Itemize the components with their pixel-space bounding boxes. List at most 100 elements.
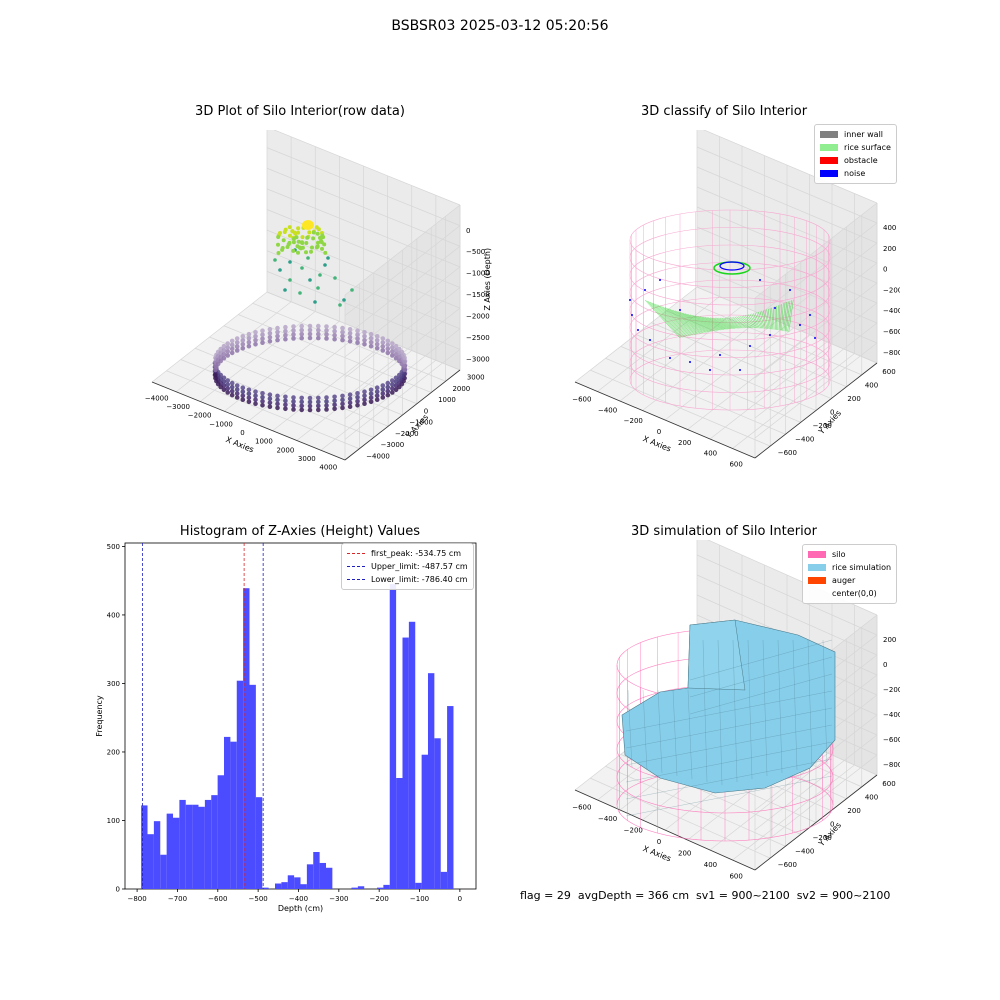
ring-point	[362, 330, 367, 335]
z-tick-label: −600	[883, 736, 900, 744]
ring-point	[234, 395, 240, 400]
ring-point	[246, 399, 252, 405]
y-tick-label: −200	[813, 422, 832, 430]
rice-surface-line	[719, 317, 736, 329]
legend-item-upper-limit: Upper_limit: -487.57 cm	[347, 560, 468, 573]
noise-point	[689, 361, 691, 363]
ring-point	[240, 385, 246, 390]
peak-point	[304, 241, 309, 245]
ring-point	[225, 341, 230, 346]
peak-point	[296, 226, 301, 231]
histogram-bar	[192, 804, 199, 889]
peak-point	[291, 240, 296, 245]
ring-point	[225, 382, 230, 387]
peak-point	[296, 250, 300, 255]
z-tick-label: −2000	[466, 313, 490, 321]
ring-point	[347, 335, 353, 340]
x-tick-label: 0	[657, 428, 661, 436]
ring-point	[368, 395, 374, 401]
rice-surface-line	[778, 304, 781, 331]
legend-label: rice surface	[844, 143, 891, 152]
x-tick-label: 400	[704, 450, 717, 458]
rice-surface-line	[729, 317, 743, 329]
ring-point	[275, 337, 280, 343]
x-tick-label: −400	[598, 815, 617, 823]
ring-point	[355, 399, 360, 404]
rice-surface-line	[646, 300, 682, 338]
y-tick-label: 400	[865, 381, 878, 389]
ring-point	[362, 342, 367, 347]
legend-item-auger: auger	[808, 574, 891, 587]
x-tick-label: −300	[329, 895, 348, 903]
ring-point	[374, 334, 380, 339]
legend-label: inner wall	[844, 130, 884, 139]
rice-surface-line	[783, 302, 787, 332]
legend-label: Lower_limit: -786.40 cm	[371, 575, 468, 584]
rice-surface-line	[751, 313, 759, 329]
ring-point	[340, 393, 345, 399]
rice-surface-line	[671, 309, 700, 334]
histogram-bar	[408, 621, 416, 889]
ring-point	[355, 391, 360, 396]
x-tick-label: 0	[458, 895, 462, 903]
ring-point	[267, 404, 273, 410]
rice-surface-line	[664, 307, 695, 335]
legend-item-center: center(0,0)	[808, 587, 891, 600]
rice-surface-line	[686, 313, 711, 332]
ring-point	[368, 387, 374, 393]
mesh-line	[625, 690, 833, 732]
ring-point	[316, 399, 321, 405]
rice-surface-line	[759, 311, 765, 329]
ring-point	[260, 332, 265, 337]
histogram-bar	[147, 834, 154, 889]
histogram-bar	[376, 887, 384, 889]
histogram-bar	[185, 804, 193, 889]
noise-point	[789, 289, 791, 291]
mesh-line	[689, 673, 833, 715]
rice-surface-line	[649, 301, 684, 338]
ring-point	[374, 389, 380, 395]
mesh-line	[689, 639, 833, 681]
histogram-bar	[224, 736, 231, 889]
ring-point	[229, 346, 235, 352]
ring-point	[380, 391, 386, 396]
histogram-bar	[415, 882, 422, 889]
z-tick-label: −200	[883, 286, 900, 294]
y-tick-label: 3000	[467, 374, 485, 382]
rice-surface-line	[723, 317, 738, 329]
rice-surface-line	[749, 313, 758, 329]
z-tick-label: −2500	[466, 334, 490, 342]
rice-surface-line	[726, 317, 741, 329]
x-axis-label: X Axies	[642, 434, 673, 453]
y-tick-label: −400	[795, 848, 814, 856]
ring-point	[316, 331, 321, 337]
ring-point	[324, 336, 329, 341]
peak-point	[291, 248, 296, 253]
peak-point	[322, 242, 327, 247]
peak-point	[307, 230, 312, 235]
rice-surface-line	[661, 306, 693, 336]
ring-point	[299, 323, 304, 329]
legend-item-obstacle: obstacle	[820, 154, 891, 167]
ring-point	[221, 351, 227, 357]
histogram-bar	[300, 884, 307, 889]
ring-point	[221, 387, 227, 393]
rice-surface-line	[748, 314, 757, 329]
ring-point	[260, 403, 265, 408]
rice-surface-line	[669, 309, 699, 335]
ring-point	[380, 387, 386, 392]
y-tick-label: 300	[107, 680, 120, 688]
peak-point	[282, 230, 287, 234]
ring-point	[347, 400, 353, 406]
ring-point	[234, 348, 240, 353]
rice-surface-line	[684, 313, 710, 333]
peak-point	[305, 235, 310, 240]
peak-point	[294, 235, 299, 240]
noise-point	[759, 279, 761, 281]
rice-surface-line	[648, 301, 683, 338]
y-tick-label: 600	[882, 368, 895, 376]
histogram-bar	[421, 754, 428, 889]
ring-point	[347, 339, 353, 344]
mid-point	[288, 278, 292, 282]
rice-surface-line	[787, 300, 792, 332]
